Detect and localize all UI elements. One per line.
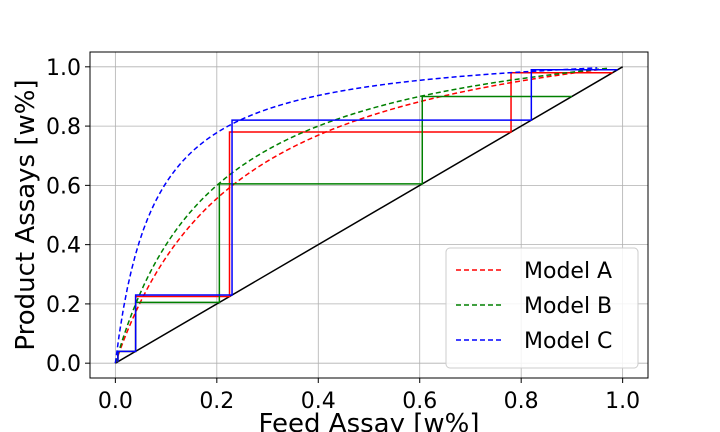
x-tick-label: 1.0 [605,389,640,414]
legend-label: Model B [524,294,612,319]
y-tick-label: 0.4 [46,234,81,259]
y-tick-label: 1.0 [46,56,81,81]
y-tick-label: 0.0 [46,352,81,377]
x-tick-label: 0.2 [199,389,234,414]
legend-label: Model C [524,329,612,354]
x-tick-label: 0.0 [98,389,133,414]
x-axis-label: Feed Assay [w%] [258,409,479,432]
x-tick-label: 0.4 [301,389,336,414]
x-tick-label: 0.6 [402,389,437,414]
legend-box [445,247,639,369]
legend: Model A Model B Model C [445,247,639,369]
y-tick-label: 0.6 [46,174,81,199]
y-tick-label: 0.2 [46,293,81,318]
series-curve-3 [114,67,598,364]
diagonal-line [114,66,624,364]
axes-frame [89,51,649,379]
y-tick-label: 0.8 [46,115,81,140]
series-steps-3 [117,69,618,362]
x-tick-label: 0.8 [504,389,539,414]
ticks: 0.0 0.2 0.4 0.6 0.8 1.0 0.0 0.2 0.4 0.6 0.8 1.0 [46,56,640,414]
plot-content [114,66,624,364]
y-axis-label: Product Assays [w%] [11,79,41,350]
series-curve-1 [114,67,608,364]
series-curve-2 [114,67,608,364]
legend-label: Model A [524,259,612,284]
